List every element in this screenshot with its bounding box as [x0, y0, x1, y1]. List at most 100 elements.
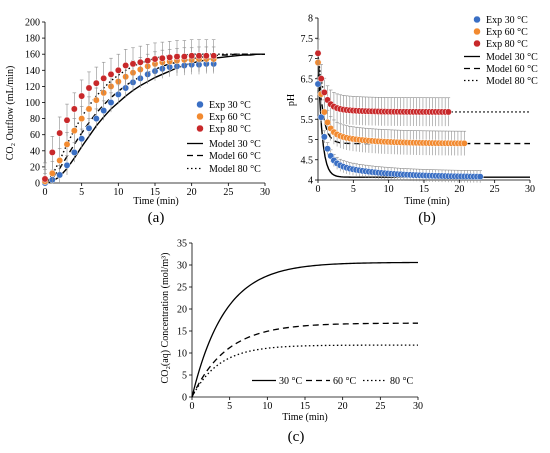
chart-1-x-tick-label: 10: [384, 184, 394, 195]
chart-2-x-tick-label: 5: [227, 401, 232, 412]
chart-0-point: [70, 127, 78, 135]
chart-0-point: [70, 105, 78, 113]
chart-0-point: [56, 171, 64, 179]
chart-2-y-tick-label: 35: [177, 239, 187, 250]
chart-0-point: [202, 52, 210, 60]
chart-0-point: [158, 54, 166, 62]
chart-0-legend-label: Exp 60 °C: [209, 112, 251, 123]
chart-0-point: [107, 70, 115, 78]
chart-0-point: [85, 84, 93, 92]
chart-0-point: [78, 115, 86, 123]
panel-a-label: (a): [148, 210, 165, 226]
chart-1-y-tick-label: 7.5: [301, 34, 314, 45]
chart-0-legend-label: Model 80 °C: [209, 164, 261, 175]
chart-2-y-tick-label: 25: [177, 283, 187, 294]
chart-1-x-tick-label: 5: [351, 184, 356, 195]
chart-2-x-tick-label: 20: [338, 401, 348, 412]
chart-2-legend: 30 °C 60 °C 80 °C: [252, 376, 413, 387]
chart-0-legend-marker: [196, 124, 204, 133]
chart-0-point: [166, 53, 174, 61]
chart-0-point: [78, 135, 86, 143]
chart-2-legend-label: 30 °C: [279, 376, 302, 387]
chart-0-y-tick-label: 0: [35, 179, 40, 190]
chart-2-x-tick-label: 30: [413, 401, 423, 412]
chart-2-x-tick-label: 15: [300, 401, 310, 412]
chart-0-point: [48, 148, 56, 156]
chart-1-y-tick-label: 4.5: [301, 155, 314, 166]
chart-2-line-series-1: [191, 322, 419, 398]
chart-1-x-tick-label: 0: [316, 184, 321, 195]
chart-0-point: [129, 60, 137, 68]
panel-a-chart: CO₂ Outflow (mL/min) Time (min) (a) 0 5 10…: [5, 18, 270, 227]
chart-1-point: [324, 118, 331, 126]
chart-0-series-2: [41, 39, 218, 183]
chart-1-y-tick-label: 7: [308, 54, 313, 65]
chart-1-legend-marker: [473, 27, 481, 36]
chart-2-legend-label: 60 °C: [333, 376, 356, 387]
chart-0-y-tick-label: 120: [25, 82, 40, 93]
chart-0-legend-label: Exp 30 °C: [209, 100, 251, 111]
chart-0-point: [122, 62, 130, 69]
chart-0-x-tick-label: 30: [260, 187, 270, 198]
chart-1-point: [320, 88, 328, 96]
chart-0-y-tick-label: 80: [30, 114, 40, 125]
chart-0-legend-label: Model 30 °C: [209, 139, 261, 150]
chart-0-y-tick-label: 180: [25, 34, 40, 45]
panel-b-chart: pH Time (min) (b) 0 5 10 15 20 25 30 4 4.5 5 5.5 6 6…: [286, 14, 538, 227]
chart-0-point: [63, 116, 71, 124]
chart-0-point: [114, 66, 122, 74]
chart-2-x-tick-label: 25: [375, 401, 385, 412]
chart-1-point: [324, 145, 331, 153]
chart-0-point: [41, 175, 49, 183]
chart-1-point: [444, 108, 452, 116]
chart-1-point: [314, 49, 322, 57]
chart-1-x-tick-label: 25: [490, 184, 500, 195]
chart-1-y-tick-label: 5: [308, 135, 313, 146]
panel-c-chart: CO₂(aq) Concentration (mol/m³) Time (min…: [160, 239, 423, 446]
chart-0-point: [100, 107, 108, 115]
chart-1-y-tick-label: 8: [308, 14, 313, 25]
chart-1-legend-label: Exp 80 °C: [486, 39, 528, 50]
chart-1-x-tick-label: 15: [419, 184, 429, 195]
chart-0-x-tick-label: 5: [79, 187, 84, 198]
chart-0-point: [151, 55, 159, 63]
chart-0-point: [180, 53, 188, 61]
chart-0-x-tick-label: 20: [187, 187, 197, 198]
chart-0-point: [78, 92, 86, 100]
chart-0-point: [63, 140, 71, 148]
chart-1-y-tick-label: 6.5: [301, 74, 314, 85]
chart-1-y-tick-label: 6: [308, 95, 313, 106]
chart-0-y-tick-label: 160: [25, 50, 40, 61]
chart-0-x-tick-label: 15: [150, 187, 160, 198]
chart-0-point: [48, 169, 56, 177]
chart-2-y-tick-label: 10: [177, 349, 187, 360]
chart-0-point: [92, 115, 100, 123]
chart-1-series-1: [314, 50, 468, 156]
chart-2-y-tick-label: 30: [177, 261, 187, 272]
chart-0-point: [188, 52, 196, 60]
chart-0-point: [92, 79, 100, 87]
chart-1-legend-label: Exp 60 °C: [486, 27, 528, 38]
chart-0-point: [107, 99, 115, 106]
chart-1-point: [460, 139, 468, 147]
chart-2-legend-label: 80 °C: [390, 376, 413, 387]
chart-1-point: [317, 75, 325, 83]
chart-1-y-tick-label: 5.5: [301, 115, 314, 126]
panel-a-xlabel: Time (min): [133, 196, 178, 207]
chart-0-point: [173, 53, 181, 61]
chart-1-x-tick-label: 20: [454, 184, 464, 195]
chart-0-x-tick-label: 0: [43, 187, 48, 198]
panel-c-label: (c): [288, 429, 305, 445]
chart-1-point: [320, 108, 328, 116]
panel-b-label: (b): [418, 210, 436, 226]
chart-1-series-2: [314, 38, 452, 127]
panel-a-ylabel: CO₂ Outflow (mL/min): [5, 66, 16, 161]
chart-1-point: [476, 173, 484, 181]
chart-1-legend-marker: [473, 15, 481, 24]
chart-2-line-series-0: [191, 261, 418, 398]
chart-0-point: [100, 74, 108, 82]
chart-0-y-tick-label: 20: [30, 162, 40, 173]
